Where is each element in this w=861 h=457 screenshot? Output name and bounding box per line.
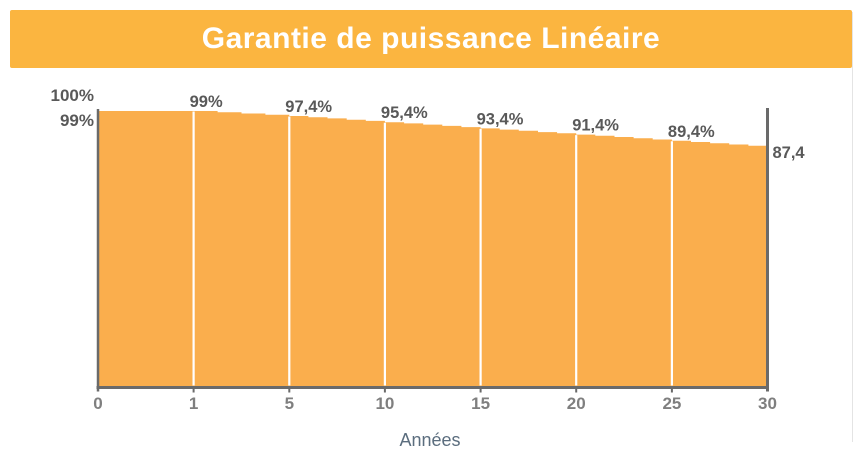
x-tick-label: 10	[375, 394, 394, 413]
data-point-label: 95,4%	[381, 104, 428, 122]
x-tick-label: 0	[93, 394, 102, 413]
x-axis-title: Années	[399, 430, 460, 450]
data-point-label: 87,4	[773, 144, 806, 162]
data-point-label: 93,4%	[477, 110, 524, 128]
warranty-area-shape	[98, 111, 768, 388]
chart-title-banner: Garantie de puissance Linéaire	[10, 10, 852, 68]
y-axis-label: 100%	[51, 86, 94, 105]
x-tick-label: 15	[471, 394, 490, 413]
chart-title: Garantie de puissance Linéaire	[201, 22, 661, 55]
x-tick-label: 25	[662, 394, 681, 413]
data-point-label: 89,4%	[668, 123, 715, 141]
data-point-label: 91,4%	[572, 117, 619, 135]
y-axis-label: 99%	[60, 111, 94, 130]
x-tick-label: 30	[758, 394, 777, 413]
x-tick-label: 20	[567, 394, 586, 413]
x-tick-label: 5	[285, 394, 294, 413]
data-point-label: 99%	[190, 93, 223, 111]
data-point-label: 97,4%	[285, 98, 332, 116]
card-right-border	[852, 12, 853, 442]
x-tick-label: 1	[189, 394, 198, 413]
